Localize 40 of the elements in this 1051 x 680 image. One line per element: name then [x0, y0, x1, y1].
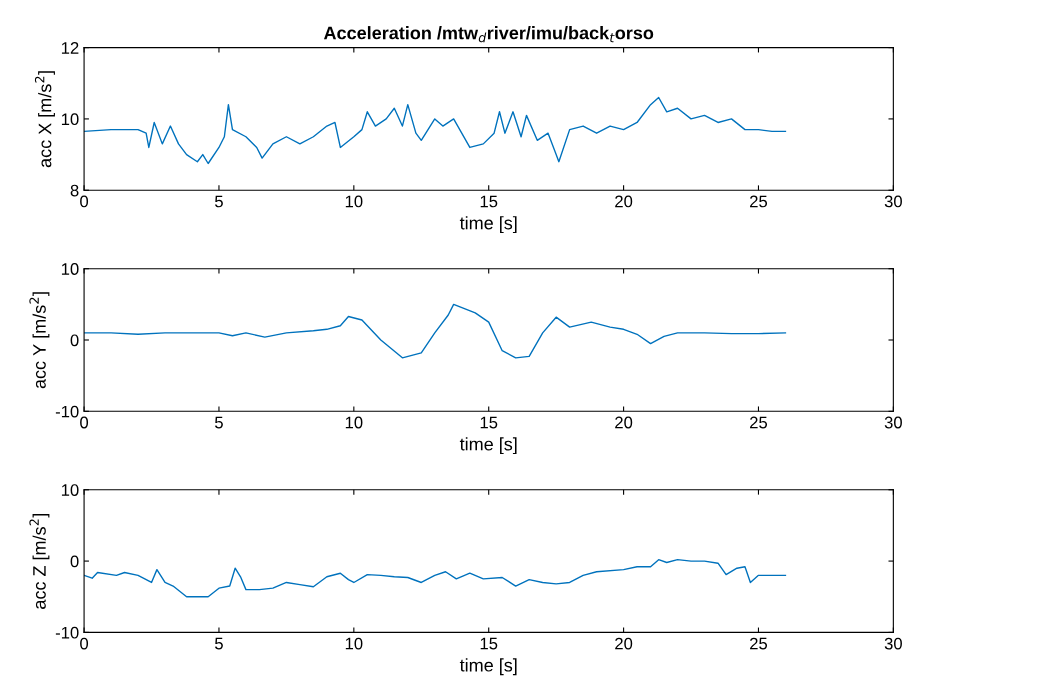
- x-tick-label: 20: [615, 637, 633, 650]
- y-tick-label: 10: [61, 263, 79, 275]
- y-tick-label: -10: [55, 405, 79, 418]
- y-tick-label: 12: [61, 42, 79, 54]
- x-tick-label: 10: [345, 195, 363, 208]
- x-tick-label: 5: [214, 637, 223, 650]
- x-tick-label: 25: [750, 637, 768, 650]
- x-tick-label: 5: [214, 195, 223, 208]
- x-tick-label: 0: [80, 416, 89, 429]
- x-tick-label: 20: [615, 416, 633, 429]
- y-tick-label: 8: [70, 184, 79, 197]
- x-tick-label: 20: [615, 195, 633, 208]
- y-tick-label: 0: [70, 555, 79, 568]
- x-tick-label: 30: [884, 637, 902, 650]
- line-series: [84, 96, 787, 165]
- y-axis-title: acc Z [m/s$^{2}$]: [29, 513, 50, 609]
- x-axis-title: time [s]: [459, 437, 517, 455]
- x-tick-label: 30: [884, 416, 902, 429]
- x-tick-label: 10: [345, 416, 363, 429]
- line-series: [84, 303, 787, 359]
- x-tick-label: 15: [480, 637, 498, 650]
- y-tick-label: 0: [70, 334, 79, 347]
- x-tick-label: 30: [884, 195, 902, 208]
- x-tick-label: 25: [750, 416, 768, 429]
- x-axis-title: time [s]: [459, 216, 517, 234]
- x-tick-label: 5: [214, 416, 223, 429]
- line-series: [84, 558, 787, 598]
- x-axis-title: time [s]: [459, 658, 517, 676]
- x-tick-label: 10: [345, 637, 363, 650]
- y-tick-label: 10: [61, 484, 79, 496]
- x-tick-label: 0: [80, 195, 89, 208]
- y-tick-label: 10: [61, 113, 79, 126]
- x-tick-label: 0: [80, 637, 89, 650]
- y-axis-title: acc Y [m/s$^{2}$]: [29, 292, 50, 389]
- chart-title: Acceleration /mtw$_{d}$river/imu/back$_{t}$orso: [323, 26, 654, 43]
- y-tick-label: -10: [55, 626, 79, 639]
- x-tick-label: 25: [750, 195, 768, 208]
- x-tick-label: 15: [480, 416, 498, 429]
- y-axis-title: acc X [m/s$^{2}$]: [34, 71, 55, 168]
- x-tick-label: 15: [480, 195, 498, 208]
